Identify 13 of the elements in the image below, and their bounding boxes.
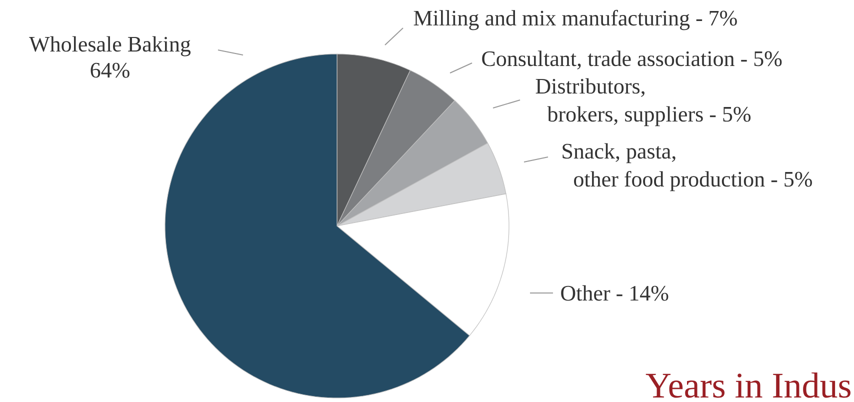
data-label: 5%	[784, 172, 812, 187]
text: Years in Indus	[646, 372, 850, 398]
data-label: 14%	[630, 286, 668, 301]
slice-label: Other -	[561, 285, 622, 301]
slice-label: Distributors, brokers, suppliers -	[536, 78, 716, 126]
data-label: 64%	[90, 62, 130, 78]
data-label: 7%	[710, 10, 737, 26]
data-label: 5%	[723, 106, 751, 122]
slice-label: Snack, pasta, other food production -	[562, 143, 778, 192]
slice-label: Milling and mix manufacturing -	[414, 10, 702, 30]
slice-label: Consultant, trade association -	[482, 50, 747, 70]
data-label: 5%	[754, 51, 782, 66]
slice-label: Wholesale Baking	[29, 36, 191, 56]
